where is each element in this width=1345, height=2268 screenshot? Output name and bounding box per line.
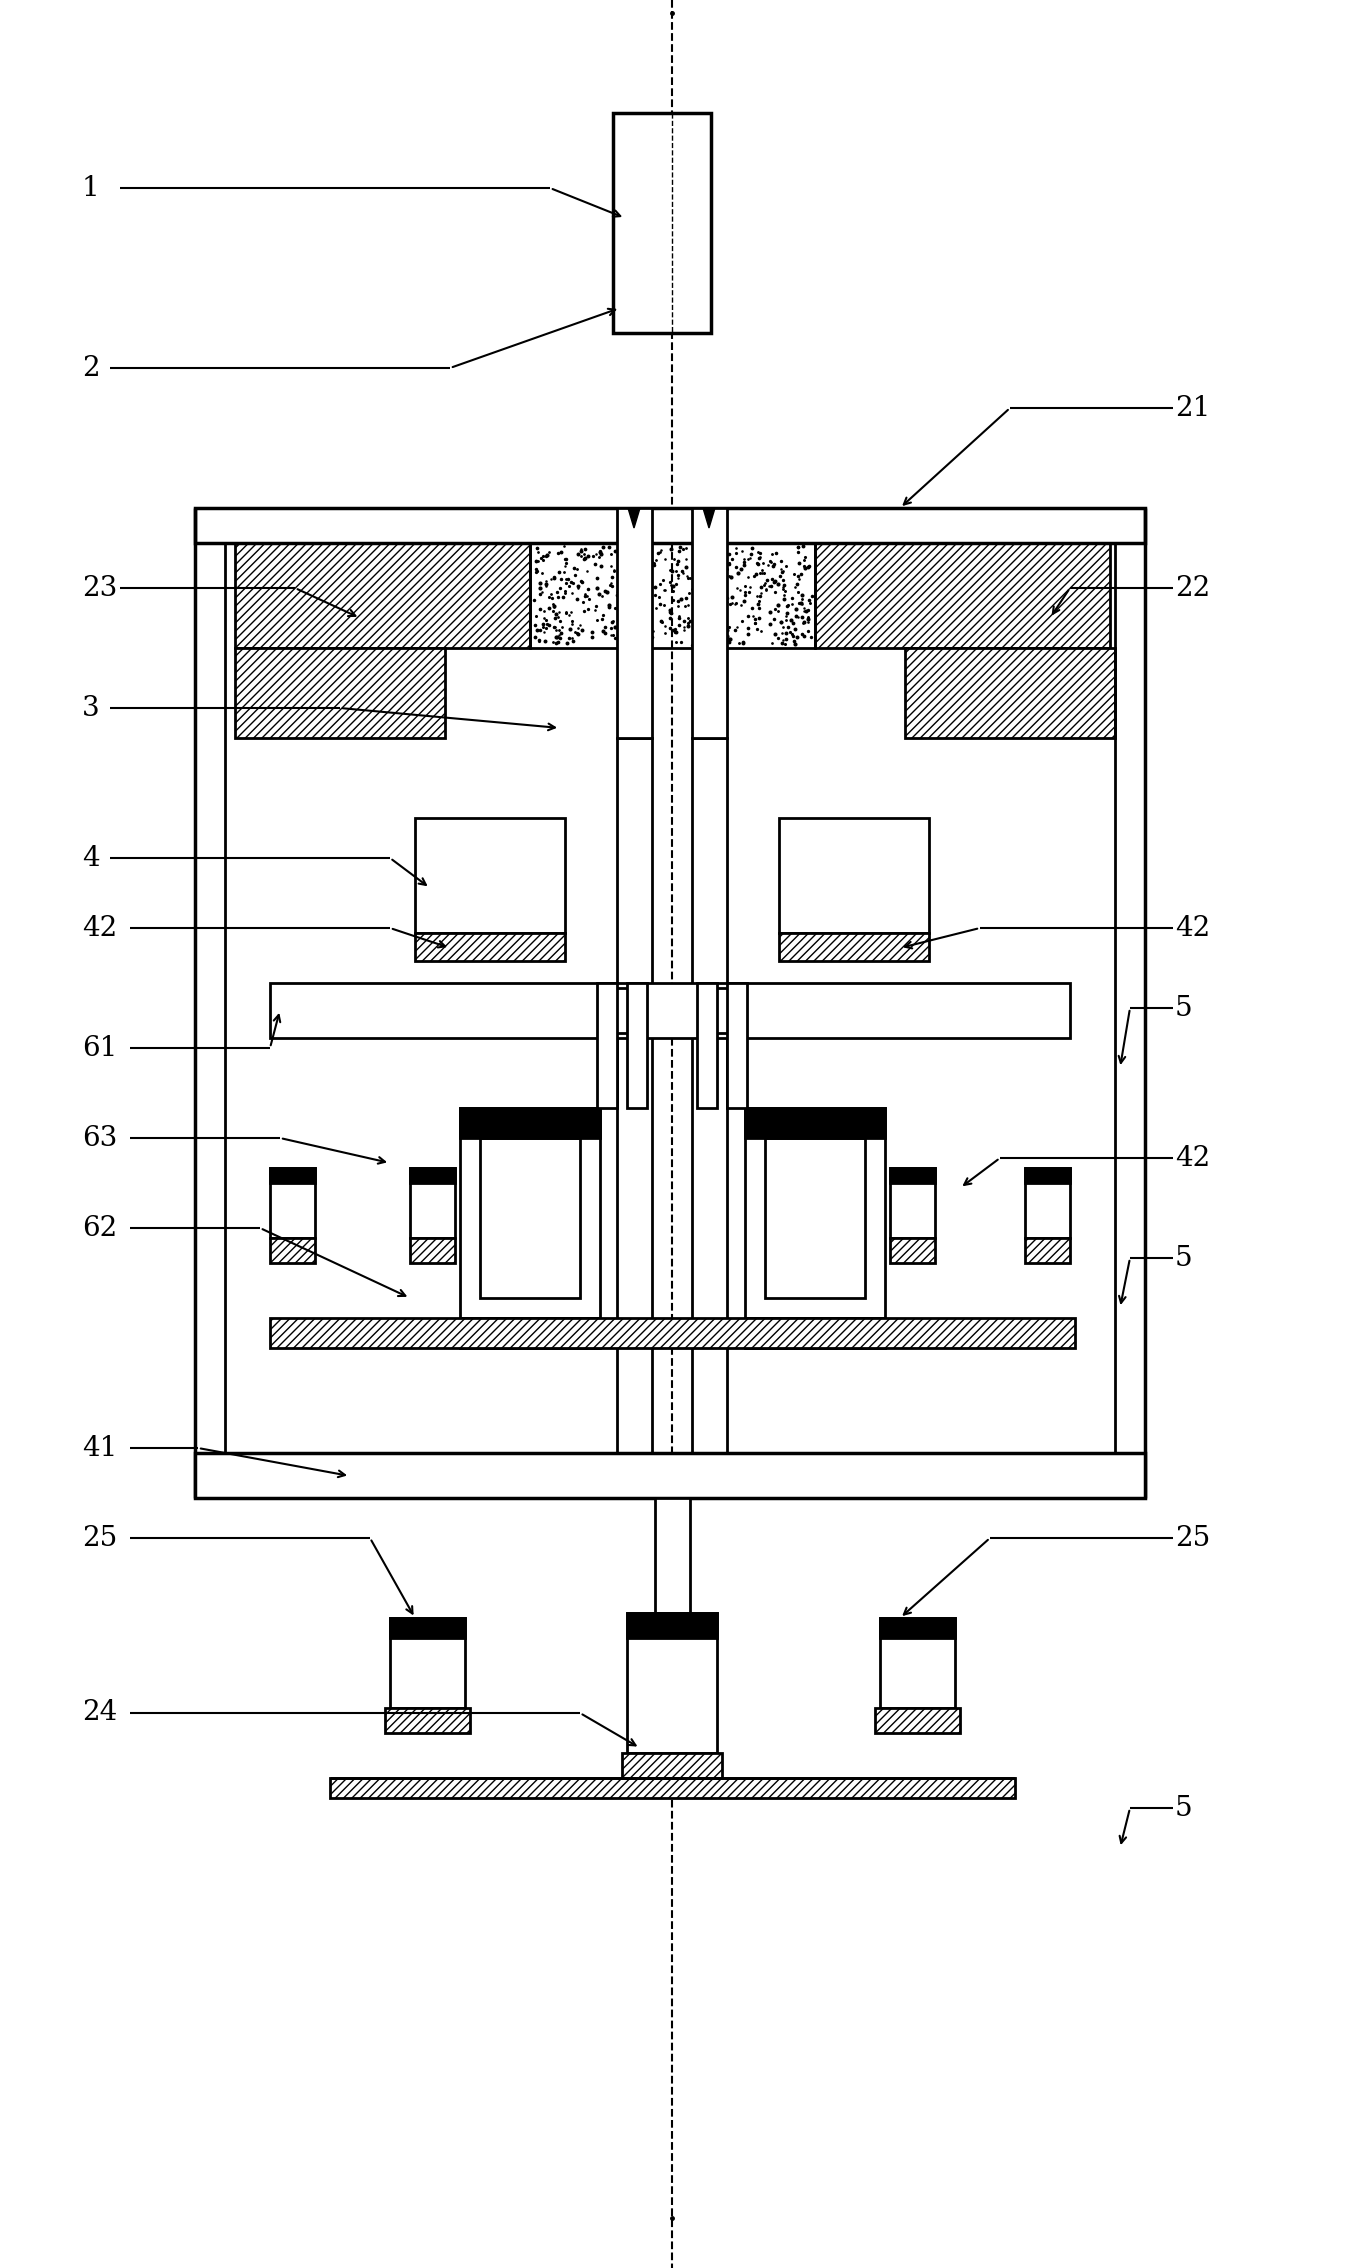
Bar bbox=[697, 982, 717, 1109]
Text: 22: 22 bbox=[1176, 574, 1210, 601]
Text: 62: 62 bbox=[82, 1213, 117, 1241]
Bar bbox=[691, 737, 728, 1467]
Text: 21: 21 bbox=[1176, 395, 1210, 422]
Bar bbox=[815, 542, 1110, 649]
Bar bbox=[876, 1708, 960, 1733]
Bar bbox=[627, 1613, 717, 1753]
Bar bbox=[460, 1318, 600, 1347]
Bar bbox=[880, 1617, 955, 1708]
Bar bbox=[613, 113, 712, 333]
Polygon shape bbox=[703, 508, 716, 528]
Text: 1: 1 bbox=[82, 175, 100, 202]
Bar bbox=[416, 819, 565, 932]
Bar bbox=[390, 1617, 465, 1708]
Bar bbox=[745, 1109, 885, 1139]
Bar bbox=[480, 1139, 580, 1297]
Bar bbox=[460, 1109, 600, 1318]
Bar bbox=[779, 819, 929, 932]
Text: 63: 63 bbox=[82, 1125, 117, 1152]
Bar bbox=[621, 1753, 722, 1778]
Bar bbox=[270, 1168, 315, 1184]
Bar bbox=[880, 1617, 955, 1637]
Text: 41: 41 bbox=[82, 1433, 117, 1461]
Bar bbox=[270, 982, 1071, 1039]
Bar bbox=[270, 1238, 315, 1263]
Text: 24: 24 bbox=[82, 1699, 117, 1726]
Bar bbox=[655, 1497, 690, 1613]
Bar bbox=[235, 649, 445, 737]
Text: 3: 3 bbox=[82, 694, 100, 721]
Bar bbox=[330, 1778, 1015, 1799]
Bar bbox=[416, 932, 565, 962]
Bar bbox=[691, 508, 728, 737]
Bar bbox=[235, 542, 530, 649]
Text: 42: 42 bbox=[1176, 914, 1210, 941]
Bar bbox=[905, 649, 1115, 737]
Bar bbox=[270, 1168, 315, 1238]
Bar bbox=[597, 982, 617, 1109]
Text: 5: 5 bbox=[1176, 1794, 1193, 1821]
Bar bbox=[460, 1109, 600, 1139]
Text: 23: 23 bbox=[82, 574, 117, 601]
Text: 4: 4 bbox=[82, 844, 100, 871]
Bar bbox=[410, 1168, 455, 1184]
Bar bbox=[1025, 1168, 1071, 1238]
Bar bbox=[607, 989, 638, 1032]
Bar bbox=[745, 1109, 885, 1318]
Text: 5: 5 bbox=[1176, 1245, 1193, 1272]
Bar bbox=[890, 1238, 935, 1263]
Bar bbox=[765, 1139, 865, 1297]
Bar bbox=[1025, 1238, 1071, 1263]
Bar bbox=[1025, 1168, 1071, 1184]
Bar bbox=[617, 508, 652, 737]
Bar bbox=[530, 542, 815, 649]
Text: 42: 42 bbox=[82, 914, 117, 941]
Bar bbox=[195, 1454, 1145, 1497]
Text: 2: 2 bbox=[82, 354, 100, 381]
Bar bbox=[627, 982, 647, 1109]
Polygon shape bbox=[628, 508, 640, 528]
Bar bbox=[617, 737, 652, 1467]
Bar bbox=[270, 1318, 1075, 1347]
Text: 25: 25 bbox=[1176, 1524, 1210, 1551]
Text: 61: 61 bbox=[82, 1034, 117, 1061]
Bar bbox=[728, 982, 746, 1109]
Bar bbox=[410, 1238, 455, 1263]
Bar bbox=[745, 1318, 885, 1347]
Bar bbox=[779, 932, 929, 962]
Bar bbox=[385, 1708, 469, 1733]
Text: 5: 5 bbox=[1176, 993, 1193, 1021]
Text: 42: 42 bbox=[1176, 1145, 1210, 1173]
Bar bbox=[707, 989, 737, 1032]
Bar bbox=[195, 508, 1145, 542]
Bar bbox=[410, 1168, 455, 1238]
Bar bbox=[890, 1168, 935, 1238]
Bar bbox=[890, 1168, 935, 1184]
Bar bbox=[390, 1617, 465, 1637]
Bar bbox=[627, 1613, 717, 1637]
Text: 25: 25 bbox=[82, 1524, 117, 1551]
